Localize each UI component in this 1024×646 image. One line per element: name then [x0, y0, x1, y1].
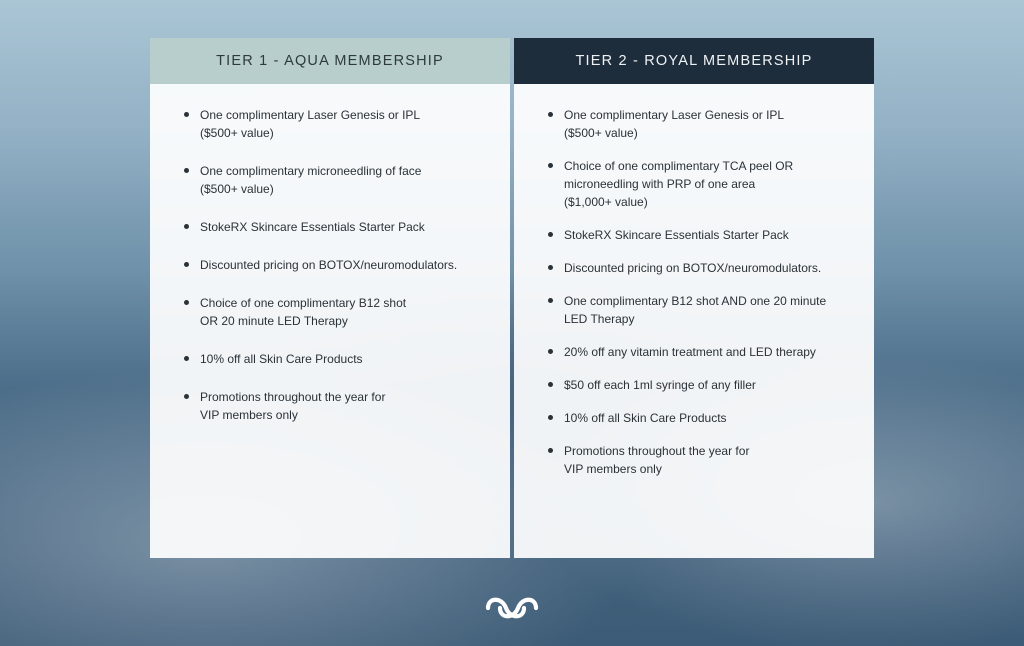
page-background: TIER 1 - AQUA MEMBERSHIP One complimenta… — [0, 0, 1024, 646]
list-item: $50 off each 1ml syringe of any filler — [548, 376, 844, 394]
tier2-royal-card: TIER 2 - ROYAL MEMBERSHIP One compliment… — [514, 38, 874, 558]
tier2-benefits-list: One complimentary Laser Genesis or IPL($… — [548, 106, 844, 478]
tier1-header: TIER 1 - AQUA MEMBERSHIP — [150, 38, 510, 84]
list-item: One complimentary B12 shot AND one 20 mi… — [548, 292, 844, 328]
list-item: One complimentary Laser Genesis or IPL($… — [548, 106, 844, 142]
list-item: StokeRX Skincare Essentials Starter Pack — [548, 226, 844, 244]
tier1-title: TIER 1 - AQUA MEMBERSHIP — [216, 53, 444, 69]
list-item: Choice of one complimentary TCA peel ORm… — [548, 157, 844, 211]
list-item: Discounted pricing on BOTOX/neuromodulat… — [184, 256, 480, 274]
list-item: One complimentary Laser Genesis or IPL($… — [184, 106, 480, 142]
tier1-aqua-card: TIER 1 - AQUA MEMBERSHIP One complimenta… — [150, 38, 510, 558]
list-item: Choice of one complimentary B12 shotOR 2… — [184, 294, 480, 330]
list-item: StokeRX Skincare Essentials Starter Pack — [184, 218, 480, 236]
list-item: 10% off all Skin Care Products — [184, 350, 480, 368]
tier1-benefits-list: One complimentary Laser Genesis or IPL($… — [184, 106, 480, 424]
list-item: 20% off any vitamin treatment and LED th… — [548, 343, 844, 361]
list-item: One complimentary microneedling of face(… — [184, 162, 480, 198]
list-item: 10% off all Skin Care Products — [548, 409, 844, 427]
tier2-header: TIER 2 - ROYAL MEMBERSHIP — [514, 38, 874, 84]
membership-cards: TIER 1 - AQUA MEMBERSHIP One complimenta… — [150, 38, 874, 558]
list-item: Promotions throughout the year forVIP me… — [184, 388, 480, 424]
list-item: Discounted pricing on BOTOX/neuromodulat… — [548, 259, 844, 277]
list-item: Promotions throughout the year forVIP me… — [548, 442, 844, 478]
brand-logo-icon — [480, 588, 544, 628]
tier2-title: TIER 2 - ROYAL MEMBERSHIP — [575, 53, 812, 69]
tier2-body: One complimentary Laser Genesis or IPL($… — [514, 84, 874, 501]
tier1-body: One complimentary Laser Genesis or IPL($… — [150, 84, 510, 452]
